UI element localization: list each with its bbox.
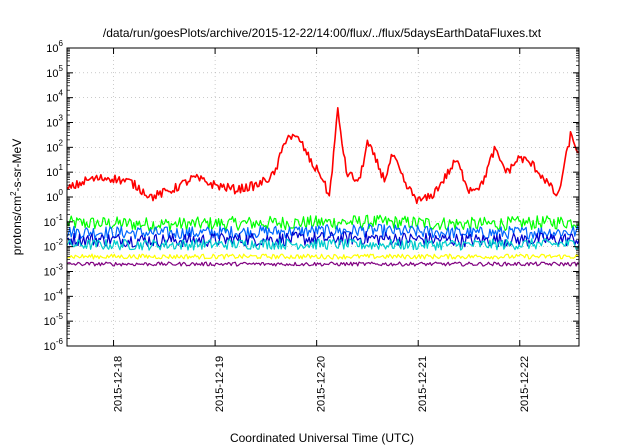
series-line (66, 107, 580, 205)
x-tick-label: 2015-12-20 (316, 356, 328, 412)
y-tick-label: 101 (46, 163, 63, 179)
y-axis-label-sup: 2 (9, 191, 18, 196)
y-tick-label: 106 (46, 39, 63, 55)
y-axis-label: protons/cm2-s-sr-MeV (9, 139, 24, 255)
y-axis-label-base: protons/cm (10, 196, 24, 255)
x-axis-label: Coordinated Universal Time (UTC) (230, 431, 414, 445)
series-line (66, 214, 580, 232)
chart-title: /data/run/goesPlots/archive/2015-12-22/1… (103, 26, 542, 40)
x-tick-label: 2015-12-18 (113, 356, 125, 412)
y-tick-label: 102 (46, 138, 63, 154)
y-tick-label: 10-2 (44, 238, 64, 254)
y-tick-label: 10-1 (44, 213, 64, 229)
y-axis-label-rest: -s-sr-MeV (10, 139, 24, 192)
series-group (66, 107, 580, 267)
series-line (66, 238, 580, 251)
series-line (66, 223, 580, 240)
y-tick-label: 104 (46, 89, 63, 105)
grid (67, 48, 579, 346)
y-tick-label: 103 (46, 114, 63, 130)
y-tick-label: 100 (46, 188, 63, 204)
y-tick-label: 10-6 (44, 337, 64, 353)
ticks: 10-6 10-5 10-4 10-3 10-2 10-1 100 101 102 103 104 1… (44, 39, 579, 412)
y-tick-label: 10-4 (44, 287, 64, 303)
y-tick-label: 10-3 (44, 263, 64, 279)
y-tick-label: 10-5 (44, 312, 64, 328)
y-tick-label: 105 (46, 64, 63, 80)
series-line (66, 253, 580, 260)
series-line (66, 261, 580, 267)
x-tick-label: 2015-12-19 (214, 356, 226, 412)
x-tick-label: 2015-12-22 (519, 356, 531, 412)
x-tick-label: 2015-12-21 (417, 356, 429, 412)
